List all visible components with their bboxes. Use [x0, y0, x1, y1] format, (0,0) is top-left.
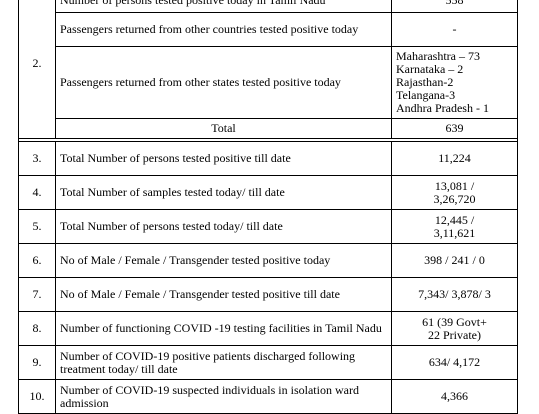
- value-cell: 558: [391, 0, 518, 13]
- row-number: 9.: [18, 345, 56, 380]
- value-cell: Maharashtra – 73 Karnataka – 2 Rajasthan-2…: [391, 46, 518, 119]
- value-line: 11,224: [438, 151, 471, 165]
- row-label: No of Male / Female / Transgender tested…: [55, 277, 392, 312]
- value-line: Maharashtra – 73: [396, 49, 480, 63]
- value-line: 12,445 /: [434, 212, 475, 227]
- value-line: 639: [445, 121, 464, 135]
- value-line: 558: [445, 0, 464, 7]
- value-line: 61 (39 Govt+: [422, 314, 487, 329]
- row-label: Number of persons tested positive today …: [55, 0, 392, 13]
- row-number: 4.: [18, 175, 56, 210]
- row-label: Number of COVID-19 positive patients dis…: [55, 345, 392, 380]
- row-label: Total Number of persons tested positive …: [55, 141, 392, 176]
- row: 8. Number of functioning COVID -19 testin…: [18, 311, 518, 346]
- value-line: Andhra Pradesh - 1: [396, 101, 489, 115]
- value-line: 7,343/ 3,878/ 3: [418, 287, 491, 301]
- row-label: Passengers returned from other countries…: [55, 12, 392, 47]
- value-line: Telangana-3: [396, 88, 456, 102]
- row: Passengers returned from other states te…: [19, 46, 518, 119]
- row: Total 639: [19, 118, 518, 139]
- row: 7. No of Male / Female / Transgender test…: [18, 277, 518, 312]
- value-line: 3,26,720: [433, 191, 476, 206]
- value-cell: 61 (39 Govt+ 22 Private): [391, 311, 518, 346]
- row-label: Number of functioning COVID -19 testing …: [55, 311, 392, 346]
- value-line: 398 / 241 / 0: [424, 253, 485, 267]
- row: 10. Number of COVID-19 suspected individu…: [18, 379, 518, 414]
- value-cell: 12,445 /3,11,621: [391, 209, 518, 244]
- value-line: 3,11,621: [433, 225, 476, 240]
- row: 3. Total Number of persons tested positiv…: [18, 141, 518, 176]
- row-number: 5.: [18, 209, 56, 244]
- page: 2. Number of persons tested positive toda…: [18, 0, 518, 414]
- row: 2. Number of persons tested positive toda…: [18, 0, 518, 139]
- value-line: 22 Private): [428, 327, 481, 342]
- row: Passengers returned from other countries…: [19, 12, 518, 47]
- row: 9. Number of COVID-19 positive patients d…: [18, 345, 518, 380]
- value-cell: 4,366: [391, 379, 518, 414]
- value-cell: 11,224: [391, 141, 518, 176]
- row-number: 3.: [18, 141, 56, 176]
- value-line: 13,081 /: [434, 178, 475, 193]
- value-cell: 398 / 241 / 0: [391, 243, 518, 278]
- row: 5. Total Number of persons tested today/ …: [18, 209, 518, 244]
- row-label: Total Number of persons tested today/ ti…: [55, 209, 392, 244]
- covid-table: 2. Number of persons tested positive toda…: [18, 0, 518, 414]
- value-cell: 634/ 4,172: [391, 345, 518, 380]
- value-line: Karnataka – 2: [396, 62, 464, 76]
- value-line: -: [452, 22, 457, 36]
- row-number: 6.: [18, 243, 56, 278]
- row-label: Total: [55, 118, 392, 139]
- value-line: 4,366: [441, 389, 468, 403]
- value-cell: 639: [391, 118, 518, 139]
- value-line: 634/ 4,172: [428, 355, 481, 369]
- row-number: 2.: [18, 0, 56, 139]
- value-cell: 13,081 /3,26,720: [391, 175, 518, 210]
- value-line: Rajasthan-2: [396, 75, 454, 89]
- row-number: 8.: [18, 311, 56, 346]
- row-label: Passengers returned from other states te…: [55, 46, 392, 119]
- value-cell: 7,343/ 3,878/ 3: [391, 277, 518, 312]
- row: 4. Total Number of samples tested today/ …: [18, 175, 518, 210]
- row-label: Total Number of samples tested today/ ti…: [55, 175, 392, 210]
- row-label: No of Male / Female / Transgender tested…: [55, 243, 392, 278]
- row-number: 7.: [18, 277, 56, 312]
- value-cell: -: [391, 12, 518, 47]
- row-number: 10.: [18, 379, 56, 414]
- row-label: Number of COVID-19 suspected individuals…: [55, 379, 392, 414]
- row: 6. No of Male / Female / Transgender test…: [18, 243, 518, 278]
